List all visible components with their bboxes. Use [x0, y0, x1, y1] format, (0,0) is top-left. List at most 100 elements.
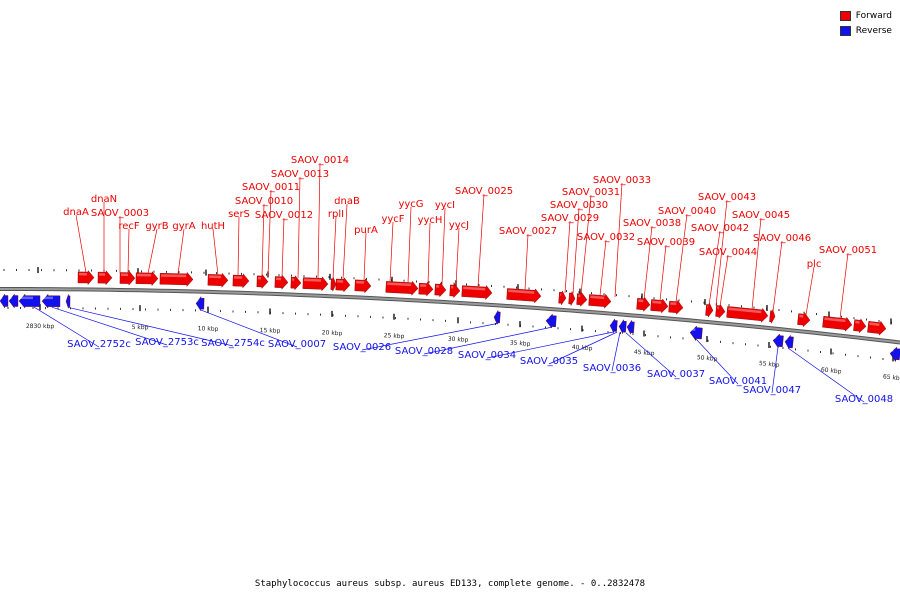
genome-caption: Staphylococcus aureus subsp. aureus ED13… — [254, 579, 646, 589]
label-saov-2753c-leader — [51, 306, 168, 346]
label-saov-0041: SAOV_0041 — [709, 376, 767, 387]
reverse-gene-shine — [20, 296, 34, 300]
forward-gene-shine — [451, 285, 454, 289]
label-saov-0043: SAOV_0043 — [698, 192, 756, 203]
tick-label: 5 kbp — [132, 324, 149, 331]
label-saov-0010-leader — [261, 203, 265, 277]
label-sers: serS — [228, 209, 250, 220]
label-saov-0028: SAOV_0028 — [395, 346, 453, 357]
forward-gene — [335, 277, 351, 293]
legend-label-reverse: Reverse — [855, 25, 892, 36]
legend: Forward Reverse — [839, 8, 892, 38]
legend-item-forward: Forward — [839, 8, 892, 23]
forward-gene — [461, 285, 493, 301]
forward-gene-shine — [670, 302, 677, 306]
label-saov-0033: SAOV_0033 — [593, 175, 651, 186]
label-saov-0037-leader — [625, 332, 677, 378]
forward-swatch — [839, 10, 851, 21]
label-saov-0012-leader — [281, 217, 285, 278]
label-gyrb: gyrB — [145, 221, 168, 232]
reverse-gene — [689, 325, 703, 341]
tick-label: 20 kbp — [322, 329, 343, 337]
label-yycj-leader — [455, 227, 460, 286]
label-pura-leader — [363, 232, 367, 281]
reverse-gene-shine — [620, 321, 622, 325]
label-recf-leader — [127, 228, 130, 274]
genome-backbone-highlight — [0, 288, 900, 344]
forward-gene-shine — [234, 276, 243, 279]
tick-label: 35 kbp — [510, 339, 531, 347]
reverse-gene-shine — [547, 316, 550, 319]
label-saov-0025-leader — [477, 193, 485, 288]
forward-gene — [119, 270, 136, 286]
forward-gene-shine — [717, 306, 720, 310]
forward-gene-shine — [137, 273, 152, 277]
forward-gene — [715, 303, 726, 319]
forward-gene — [506, 288, 542, 304]
forward-gene-shine — [161, 274, 187, 278]
label-rpli: rplI — [328, 209, 344, 220]
label-saov-0034: SAOV_0034 — [458, 350, 516, 361]
forward-gene-shine — [869, 322, 880, 327]
label-saov-0013: SAOV_0013 — [271, 169, 329, 180]
label-saov-0031-leader — [580, 194, 592, 295]
label-saov-0046: SAOV_0046 — [753, 233, 811, 244]
forward-gene — [354, 278, 372, 294]
forward-gene-shine — [799, 314, 804, 318]
label-saov-2754c: SAOV_2754c — [201, 338, 265, 349]
forward-gene-shine — [258, 276, 262, 280]
label-saov-2754c-leader — [67, 306, 234, 347]
reverse-gene — [618, 318, 627, 335]
reverse-gene — [41, 293, 61, 309]
label-dnab-leader — [342, 203, 348, 280]
reverse-gene-shine — [891, 348, 894, 352]
forward-gene-shine — [356, 280, 365, 284]
label-dnab: dnaB — [334, 196, 360, 207]
forward-gene — [797, 312, 811, 328]
forward-gene — [705, 302, 714, 318]
forward-gene — [434, 282, 447, 298]
label-gyra: gyrA — [172, 221, 195, 232]
label-saov-0007-leader — [199, 309, 298, 348]
label-saov-0051-leader — [839, 252, 849, 319]
label-saov-0027: SAOV_0027 — [499, 226, 557, 237]
label-saov-0045: SAOV_0045 — [732, 210, 790, 221]
tick-label: 55 kbp — [759, 360, 780, 369]
label-saov-0040-leader — [675, 213, 688, 303]
label-saov-0030: SAOV_0030 — [550, 200, 608, 211]
forward-gene — [418, 281, 434, 297]
label-saov-0014: SAOV_0014 — [291, 155, 349, 166]
tick-label: 50 kbp — [697, 354, 718, 363]
label-saov-0042-leader — [708, 230, 721, 306]
label-yycj: yycJ — [449, 220, 469, 231]
reverse-gene — [65, 294, 71, 309]
forward-gene — [256, 273, 269, 290]
label-saov-0032: SAOV_0032 — [577, 232, 635, 243]
label-saov-0048-leader — [787, 347, 865, 403]
forward-gene — [159, 271, 194, 287]
forward-gene-shine — [387, 282, 412, 287]
forward-gene-shine — [560, 293, 562, 296]
label-saov-0029: SAOV_0029 — [541, 213, 599, 224]
label-saov-0007: SAOV_0007 — [268, 339, 326, 350]
label-saov-0047: SAOV_0047 — [743, 385, 801, 396]
label-saov-0029-leader — [564, 220, 571, 294]
reverse-gene-shine — [691, 328, 696, 331]
label-saov-0011-leader — [267, 189, 272, 277]
label-saov-0035: SAOV_0035 — [520, 356, 578, 367]
label-yycf-leader — [389, 221, 394, 283]
forward-gene — [576, 291, 588, 307]
tick-label: 60 kbp — [821, 366, 842, 375]
reverse-gene — [626, 319, 635, 335]
forward-gene-shine — [463, 286, 486, 291]
label-saov-0043-leader — [715, 199, 728, 306]
forward-gene — [135, 270, 159, 287]
forward-gene — [302, 276, 329, 292]
forward-gene-shine — [638, 299, 644, 303]
reverse-gene — [493, 310, 501, 325]
label-saov-0037: SAOV_0037 — [647, 369, 705, 380]
label-yych-leader — [427, 222, 431, 285]
label-saov-0038-leader — [643, 225, 653, 300]
